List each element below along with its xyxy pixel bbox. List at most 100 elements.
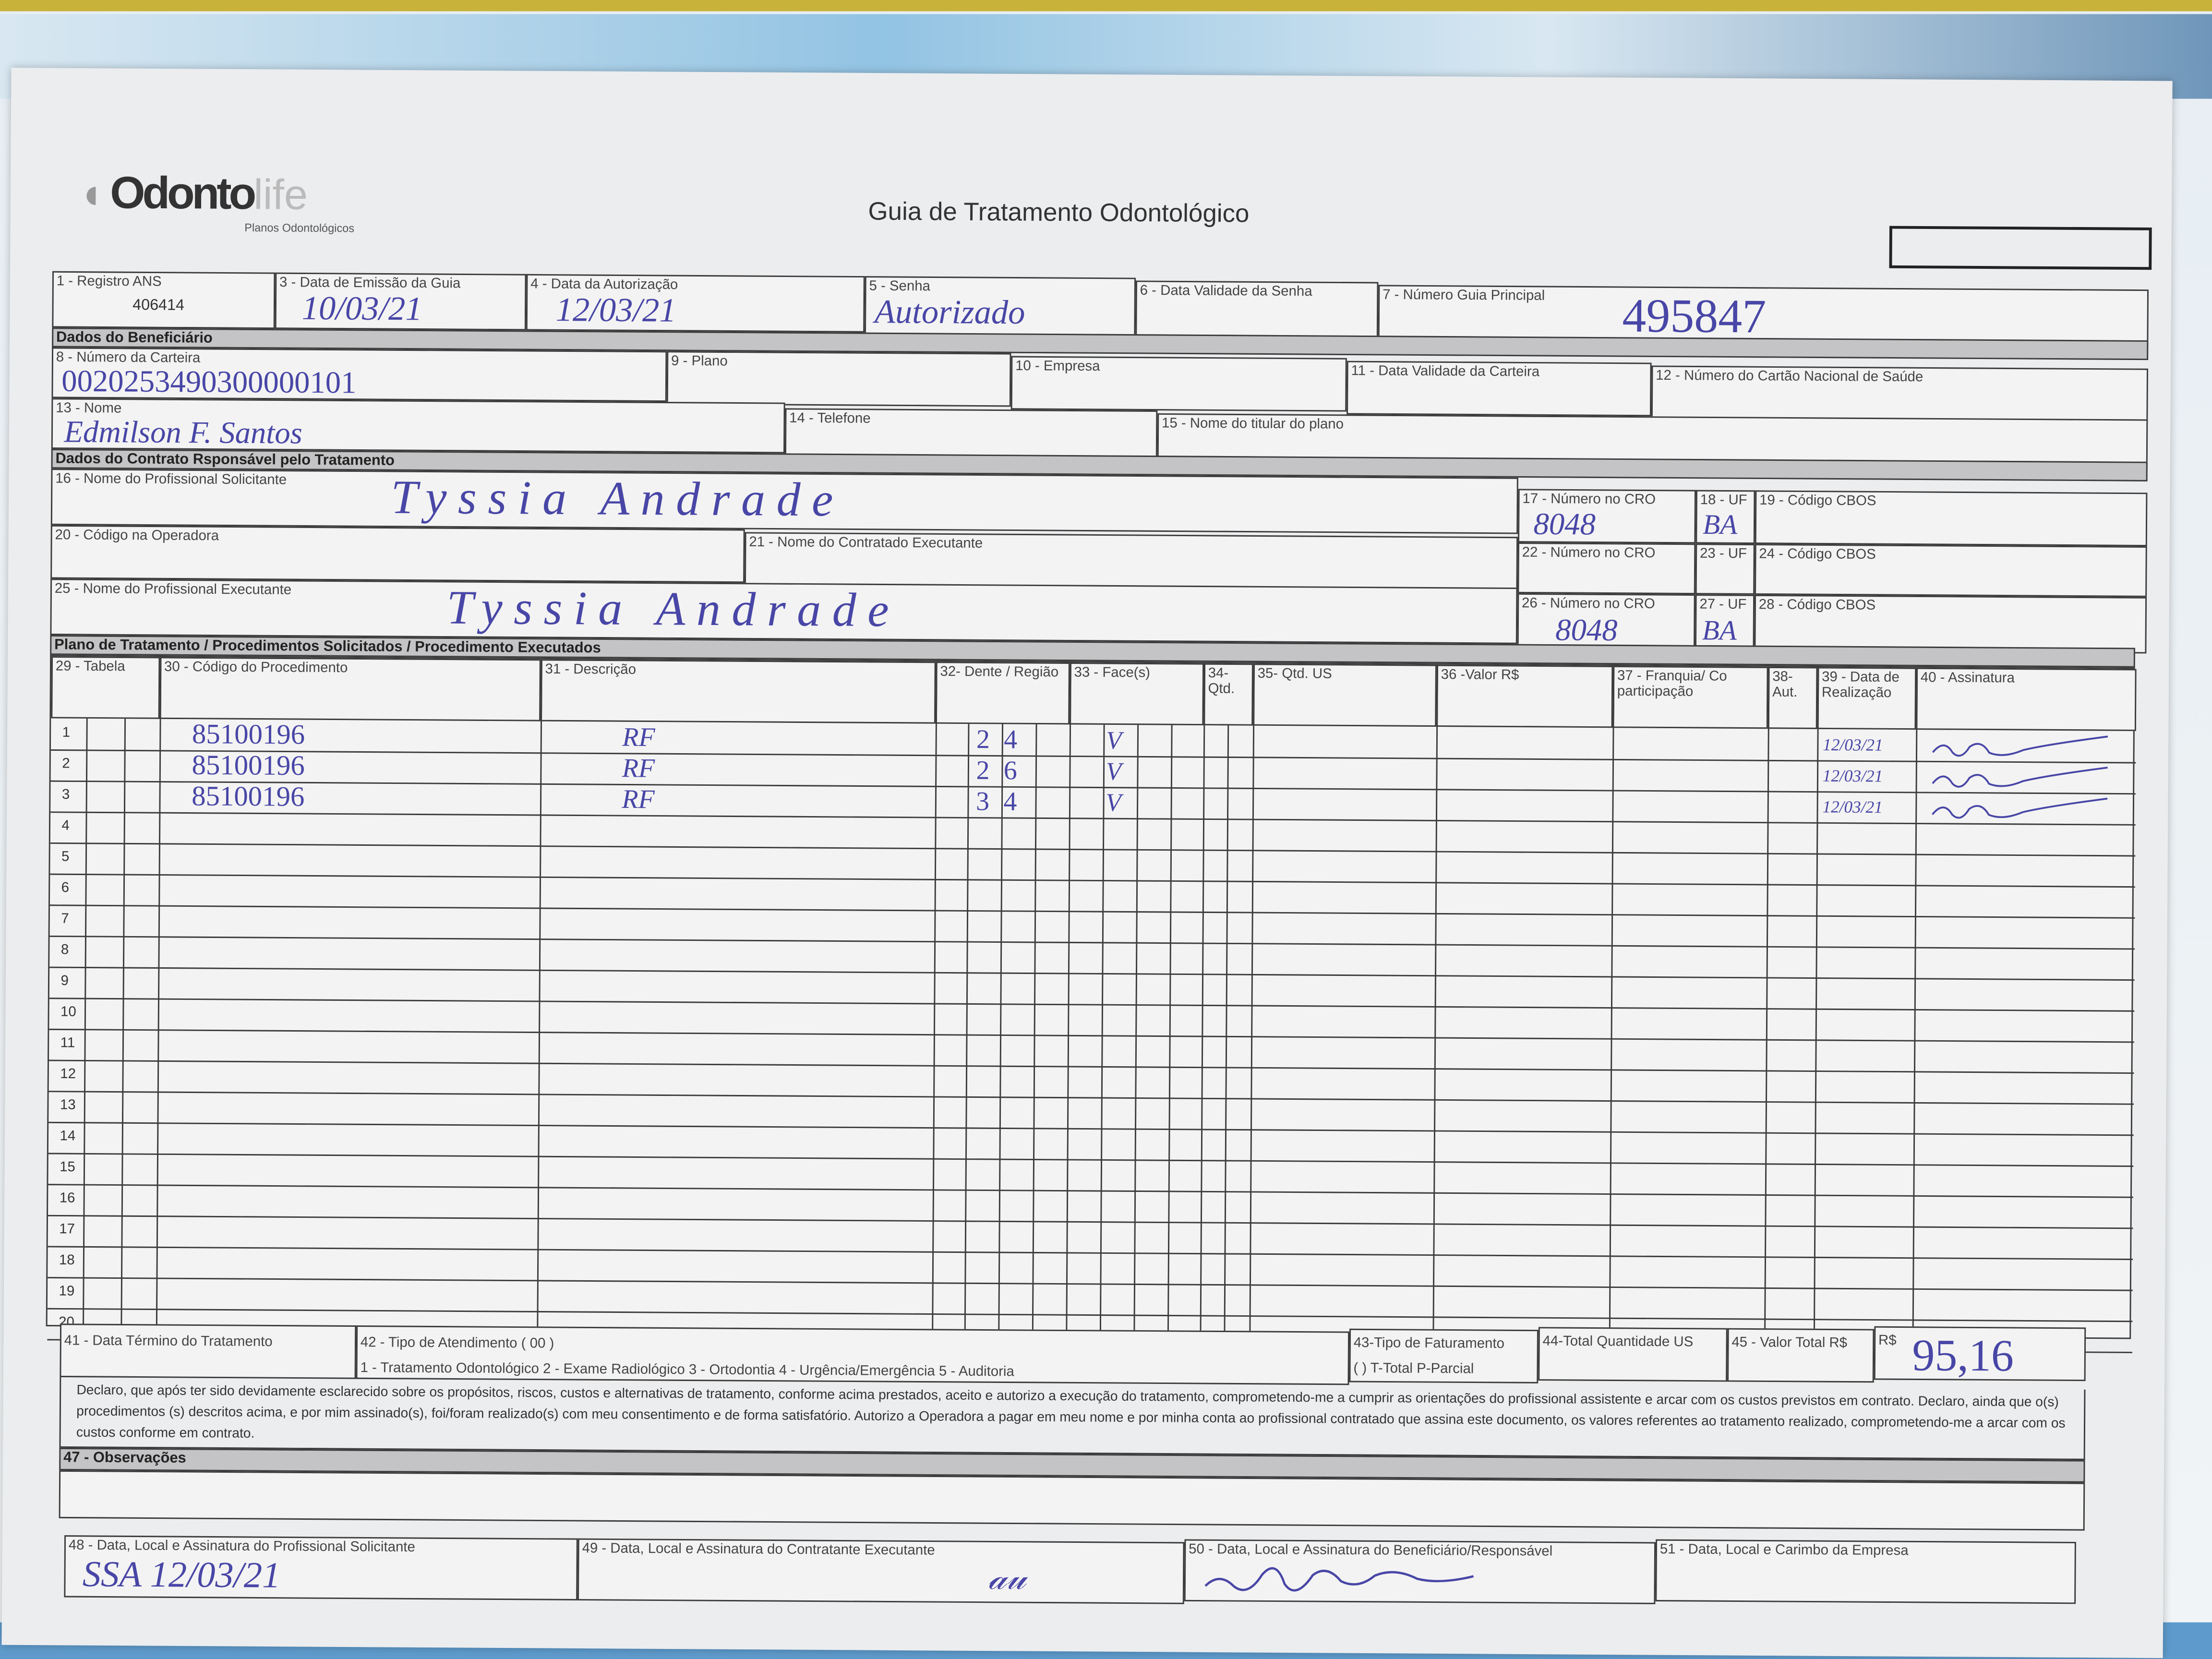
handwritten-value: 8048	[1555, 612, 1618, 648]
field-plano[interactable]: 9 - Plano	[666, 351, 1011, 407]
field-cro-solicitante[interactable]: 17 - Número no CRO 8048	[1518, 489, 1696, 544]
column-header: 37 - Franquia/ Co participação	[1612, 665, 1768, 729]
field-label: 51 - Data, Local e Carimbo da Empresa	[1659, 1542, 1909, 1560]
beneficiary-signature	[1204, 1567, 1474, 1592]
field-assinatura-solicitante[interactable]: 48 - Data, Local e Assinatura do Profiss…	[64, 1535, 578, 1600]
row-number: 11	[60, 1035, 75, 1052]
field-data-emissao[interactable]: 3 - Data de Emissão da Guia 10/03/21	[275, 272, 527, 331]
field-cbos-contratado[interactable]: 24 - Código CBOS	[1755, 544, 2147, 597]
field-label: 7 - Número Guia Principal	[1382, 288, 1545, 304]
field-cartao-nacional-saude[interactable]: 12 - Número do Cartão Nacional de Saúde	[1651, 365, 2148, 422]
row-number: 16	[59, 1191, 75, 1207]
row-number: 9	[60, 974, 69, 989]
row-number: 5	[61, 849, 70, 866]
row-number: 15	[60, 1160, 75, 1176]
field-value: 406414	[132, 297, 185, 314]
field-validade-carteira[interactable]: 11 - Data Validade da Carteira	[1346, 361, 1652, 417]
column-header: 35- Qtd. US	[1253, 663, 1437, 727]
column-header: 29 - Tabela	[51, 656, 160, 719]
handwritten-value: Edmilson F. Santos	[64, 413, 303, 451]
field-tipo-faturamento[interactable]: 43-Tipo de Faturamento ( ) T-Total P-Parc…	[1349, 1328, 1539, 1383]
table-row[interactable]: 2 85100196 RF 26 V 12/03/21	[50, 749, 2136, 795]
field-assinatura-contratante[interactable]: 49 - Data, Local e Assinatura do Contrat…	[577, 1538, 1185, 1604]
field-label: 42 - Tipo de Atendimento ( 00 )	[360, 1335, 554, 1352]
field-total-quantidade-us[interactable]: 44-Total Quantidade US	[1538, 1327, 1728, 1382]
procedure-code: 85100196	[192, 750, 305, 782]
row-number: 1	[62, 725, 71, 741]
field-label: 19 - Código CBOS	[1759, 493, 1876, 510]
field-valor-total[interactable]: 45 - Valor Total R$	[1727, 1328, 1875, 1383]
field-cro-executante[interactable]: 26 - Número no CRO 8048	[1517, 593, 1695, 651]
declaration-text: Declaro, que após ter sido devidamente e…	[76, 1382, 2066, 1442]
field-senha[interactable]: 5 - Senha Autorizado	[865, 276, 1136, 337]
field-label: 22 - Número no CRO	[1522, 545, 1656, 562]
field-uf-solicitante[interactable]: 18 - UF BA	[1695, 490, 1755, 544]
field-cbos-solicitante[interactable]: 19 - Código CBOS	[1755, 490, 2148, 547]
field-carimbo-empresa[interactable]: 51 - Data, Local e Carimbo da Empresa	[1655, 1539, 2076, 1604]
row-number: 8	[60, 942, 69, 959]
handwritten-value: 12/03/21	[555, 292, 676, 330]
currency-label: R$	[1878, 1333, 1897, 1349]
field-label: 6 - Data Validade da Senha	[1140, 283, 1312, 300]
field-valor-total-amount[interactable]: R$ 95,16	[1874, 1326, 2086, 1382]
handwritten-value: 495847	[1622, 290, 1767, 344]
row-number: 18	[59, 1253, 75, 1269]
field-codigo-operadora[interactable]: 20 - Código na Operadora	[50, 525, 745, 583]
handwritten-value: BA	[1703, 509, 1738, 541]
field-validade-senha[interactable]: 6 - Data Validade da Senha	[1135, 280, 1379, 341]
column-header: 31 - Descrição	[541, 659, 936, 724]
handwritten-value: 10/03/21	[301, 291, 422, 329]
tipo-faturamento-options: ( ) T-Total P-Parcial	[1353, 1361, 1474, 1378]
tooth-number: 26	[976, 756, 1032, 787]
field-nome[interactable]: 13 - Nome Edmilson F. Santos	[51, 398, 785, 454]
row-signature	[1932, 797, 2108, 819]
field-empresa[interactable]: 10 - Empresa	[1010, 356, 1347, 412]
field-profissional-executante[interactable]: 25 - Nome do Profissional Executante Tyss…	[50, 578, 1518, 644]
row-number: 13	[60, 1098, 76, 1114]
field-numero-carteira[interactable]: 8 - Número da Carteira 002025349030000010…	[51, 347, 667, 402]
field-uf-executante[interactable]: 27 - UF BA	[1695, 594, 1755, 651]
field-uf-contratado[interactable]: 23 - UF	[1695, 543, 1755, 595]
column-header: 34- Qtd.	[1203, 663, 1253, 726]
table-row[interactable]: 3 85100196 RF 34 V 12/03/21	[50, 781, 2136, 826]
row-number: 19	[59, 1284, 75, 1300]
tooth-face: V	[1106, 757, 1122, 786]
field-tipo-atendimento[interactable]: 42 - Tipo de Atendimento ( 00 ) 1 - Trata…	[356, 1325, 1350, 1385]
field-label: 21 - Nome do Contratado Executante	[749, 535, 983, 552]
procedure-description: RF	[622, 723, 655, 753]
row-number: 10	[60, 1005, 76, 1021]
field-label: 49 - Data, Local e Assinatura do Contrat…	[582, 1541, 935, 1559]
field-label: 5 - Senha	[869, 279, 931, 295]
row-number: 17	[59, 1222, 75, 1238]
procedures-table: 29 - Tabela 30 - Código do Procedimento 31…	[46, 655, 2137, 1353]
field-label: 41 - Data Término do Tratamento	[64, 1333, 273, 1350]
field-assinatura-beneficiario[interactable]: 50 - Data, Local e Assinatura do Benefic…	[1184, 1539, 1656, 1604]
field-cbos-executante[interactable]: 28 - Código CBOS	[1754, 594, 2147, 654]
field-data-termino[interactable]: 41 - Data Término do Tratamento	[60, 1323, 357, 1379]
handwritten-value: 8048	[1533, 505, 1596, 542]
field-label: 45 - Valor Total R$	[1731, 1335, 1848, 1352]
field-label: 43-Tipo de Faturamento	[1353, 1335, 1505, 1352]
tooth-number: 24	[976, 725, 1032, 756]
row-signature	[1932, 735, 2108, 757]
form-title: Guia de Tratamento Odontológico	[868, 197, 1250, 228]
field-profissional-solicitante[interactable]: 16 - Nome do Profissional Solicitante Tys…	[50, 469, 1518, 534]
field-label: 28 - Código CBOS	[1758, 597, 1876, 614]
field-data-autorizacao[interactable]: 4 - Data da Autorização 12/03/21	[526, 274, 865, 333]
column-header: 32- Dente / Região	[935, 661, 1070, 725]
tipo-atendimento-options: 1 - Tratamento Odontológico 2 - Exame Ra…	[360, 1360, 1014, 1381]
logo-mark-icon: ◖	[78, 171, 104, 218]
row-number: 4	[61, 818, 70, 834]
field-label: 23 - UF	[1699, 546, 1747, 563]
field-registro-ans[interactable]: 1 - Registro ANS 406414	[52, 271, 276, 329]
procedure-date: 12/03/21	[1822, 766, 1883, 786]
procedure-description: RF	[622, 785, 655, 816]
field-cro-contratado[interactable]: 22 - Número no CRO	[1517, 542, 1696, 595]
form-code-box	[1889, 226, 2152, 270]
table-row[interactable]: 1 85100196 RF 24 V 12/03/21	[50, 718, 2136, 764]
logo-tagline: Planos Odontológicos	[244, 221, 355, 235]
procedure-code: 85100196	[192, 719, 305, 751]
handwritten-value: Tyssia Andrade	[446, 582, 901, 637]
field-label: 9 - Plano	[671, 354, 728, 370]
field-label: 12 - Número do Cartão Nacional de Saúde	[1656, 368, 1923, 386]
